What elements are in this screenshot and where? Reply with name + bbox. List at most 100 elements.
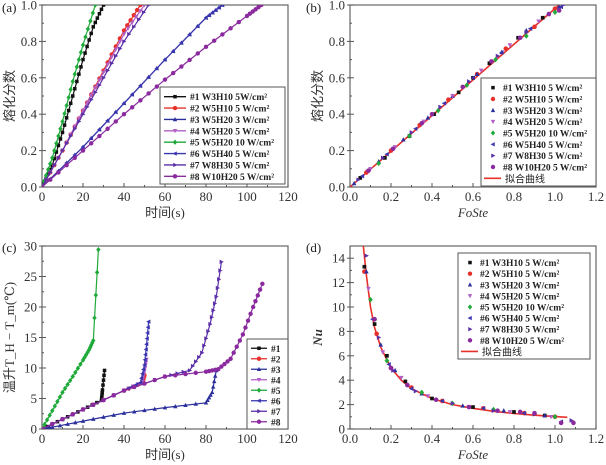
series-8	[372, 316, 576, 426]
data-point	[64, 162, 69, 168]
legend-item: #4 W5H20 5 W/cm²	[467, 292, 559, 302]
y-tick-label: 1.0	[21, 0, 37, 13]
data-point	[146, 74, 151, 80]
legend-marker	[490, 142, 495, 147]
data-point	[144, 342, 149, 347]
data-point	[195, 23, 200, 29]
data-point	[89, 342, 94, 348]
legend-label: 拟合曲线	[505, 172, 545, 185]
data-point	[419, 389, 425, 396]
legend-label: #4 W5H20 5 W/cm²	[480, 292, 559, 302]
data-point	[368, 296, 373, 303]
x-axis-title: FoSte	[457, 447, 489, 462]
data-point	[144, 336, 149, 341]
data-point	[80, 407, 86, 412]
data-point	[429, 111, 435, 117]
data-point	[460, 84, 466, 90]
y-tick-label: 0	[31, 422, 38, 437]
legend-item: #1	[251, 345, 281, 355]
data-point	[73, 86, 77, 91]
y-tick-label: 8	[339, 324, 346, 339]
x-tick-label: 0.8	[506, 431, 522, 446]
data-point	[74, 64, 80, 70]
legend-item: #5 W5H20 10 W/cm²	[467, 304, 564, 314]
data-point	[413, 126, 418, 132]
panel-b: (b) 0.0 0.2 0.4 0.6 0.8 1.0 1.2 0.0 0.2 0.4 0.6 0.8 1…	[306, 0, 604, 220]
data-point	[89, 31, 93, 36]
x-tick-label: 0.2	[383, 431, 399, 446]
data-point	[92, 315, 97, 321]
y-tick-label: 20	[24, 300, 37, 315]
legend-label: #5	[271, 387, 281, 397]
data-point	[195, 51, 200, 56]
data-point	[212, 38, 217, 43]
data-point	[78, 361, 83, 367]
plot-area	[42, 5, 264, 187]
y-tick-label: 0.2	[21, 143, 37, 158]
y-tick-label: 0.6	[329, 70, 346, 85]
legend-label: #5 W5H20 10 W/cm²	[480, 304, 564, 314]
x-tick-label: 80	[200, 431, 213, 446]
legend-item: #6	[251, 397, 281, 407]
data-point	[202, 343, 207, 348]
data-point	[50, 424, 55, 429]
data-point	[102, 373, 106, 378]
x-tick-label: 20	[77, 431, 90, 446]
data-point	[212, 301, 218, 306]
data-point	[100, 388, 105, 392]
data-point	[145, 325, 150, 330]
data-point	[183, 402, 188, 407]
data-point	[70, 78, 75, 85]
data-point	[495, 408, 500, 414]
data-point	[83, 51, 87, 55]
data-point	[70, 412, 75, 417]
data-point	[77, 72, 81, 76]
data-point	[142, 362, 147, 368]
y-tick-label: 2	[339, 397, 346, 412]
legend-marker	[257, 346, 261, 351]
data-point	[512, 410, 516, 414]
data-point	[55, 398, 60, 405]
data-point	[81, 57, 85, 62]
legend-item-fit: 拟合曲线	[461, 345, 522, 358]
legend-label: #2 W5H10 5 W/cm²	[503, 96, 582, 106]
series-6	[42, 319, 151, 429]
legend-item: #7 W8H30 5 W/cm²	[491, 152, 582, 162]
data-point	[231, 350, 236, 355]
y-tick-label: 15	[24, 330, 37, 345]
data-point	[384, 357, 390, 364]
series-8	[42, 5, 264, 187]
data-point	[68, 133, 74, 139]
data-point	[173, 404, 178, 409]
data-point	[527, 26, 533, 31]
data-point	[73, 126, 78, 131]
legend-marker	[172, 151, 177, 156]
y-tick-label: 0	[339, 422, 346, 437]
data-point	[162, 405, 168, 410]
data-point	[552, 6, 558, 11]
data-point	[187, 368, 193, 373]
legend-label: #6 W5H40 5 W/cm²	[190, 150, 269, 160]
data-point	[143, 352, 148, 357]
data-point	[105, 118, 110, 123]
legend-label: #3 W5H20 3 W/cm²	[190, 116, 269, 126]
legend-marker	[256, 377, 262, 383]
x-tick-label: 0.6	[465, 189, 482, 204]
legend-marker	[173, 162, 178, 168]
data-point	[47, 412, 52, 418]
data-point	[403, 379, 408, 384]
y-tick-label: 25	[24, 269, 37, 284]
legend-item: #1 W3H10 5 W/cm²	[468, 259, 559, 269]
legend-item: #8 W10H20 5 W/cm²	[490, 164, 587, 174]
data-point	[111, 393, 116, 398]
data-point	[386, 362, 391, 367]
x-tick-label: 120	[278, 189, 298, 204]
data-point	[200, 350, 205, 355]
legend-marker	[467, 294, 473, 299]
legend-label: #7	[271, 408, 281, 418]
data-point	[50, 421, 55, 427]
data-point	[66, 108, 71, 113]
data-point	[130, 105, 135, 110]
data-point	[503, 46, 509, 51]
legend-label: #1 W3H10 5W/cm²	[190, 93, 267, 103]
